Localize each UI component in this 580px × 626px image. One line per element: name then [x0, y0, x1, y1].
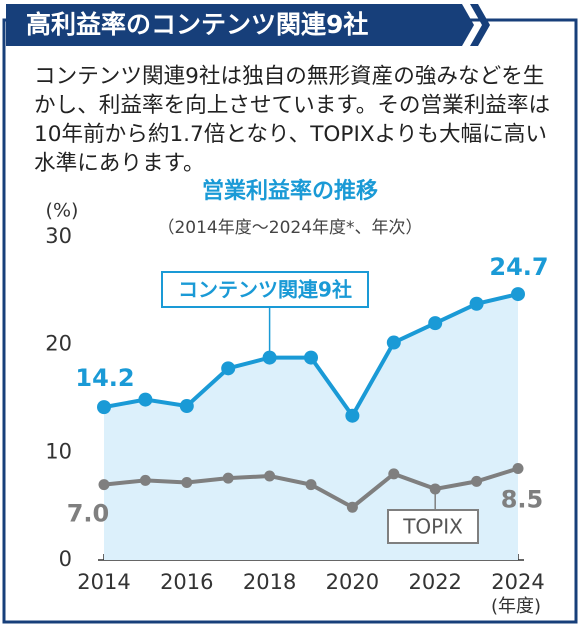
marker	[346, 501, 358, 513]
y-tick-label: 0	[59, 547, 72, 571]
marker	[221, 361, 236, 376]
body-text: コンテンツ関連9社は独自の無形資産の強みなどを生かし、利益率を向上させています。…	[34, 64, 551, 176]
x-axis-label: (年度)	[491, 596, 541, 617]
data-label: 8.5	[501, 485, 544, 513]
x-tick-label: 2016	[160, 570, 213, 594]
legend-box	[387, 509, 479, 544]
marker	[305, 479, 317, 491]
legend-label: TOPIX	[402, 515, 463, 539]
x-tick-label: 2024	[491, 570, 544, 594]
page-title: 高利益率のコンテンツ関連9社	[26, 10, 368, 39]
chart-subtitle: （2014年度～2024年度*、年次）	[157, 218, 422, 238]
marker	[179, 399, 194, 414]
legend-label: コンテンツ関連9社	[178, 278, 352, 302]
title-banner	[6, 4, 474, 46]
data-label: 24.7	[489, 253, 548, 281]
marker	[386, 335, 401, 350]
data-label: 14.2	[75, 364, 134, 392]
x-tick-label: 2022	[408, 570, 461, 594]
marker	[139, 474, 151, 486]
x-tick-label: 2018	[243, 570, 296, 594]
x-tick-label: 2014	[77, 570, 130, 594]
marker	[471, 475, 483, 487]
marker	[388, 468, 400, 480]
marker	[469, 296, 484, 311]
area	[104, 294, 518, 560]
chart-title: 営業利益率の推移	[202, 178, 378, 204]
marker	[98, 479, 110, 491]
y-tick-label: 10	[45, 439, 72, 463]
marker	[511, 287, 525, 302]
y-tick-label: 30	[45, 224, 72, 248]
marker	[264, 470, 276, 482]
data-label: 7.0	[67, 500, 110, 528]
marker	[181, 476, 193, 488]
y-tick-label: 20	[45, 332, 72, 356]
y-axis-label: (%)	[46, 200, 79, 222]
marker	[97, 400, 111, 415]
marker	[304, 350, 318, 365]
x-tick-label: 2020	[326, 570, 379, 594]
marker	[138, 392, 153, 407]
legend-box	[161, 271, 369, 308]
marker	[345, 408, 360, 423]
banner-tip	[470, 4, 490, 46]
marker	[222, 472, 234, 484]
marker	[428, 316, 443, 331]
marker	[512, 462, 524, 474]
